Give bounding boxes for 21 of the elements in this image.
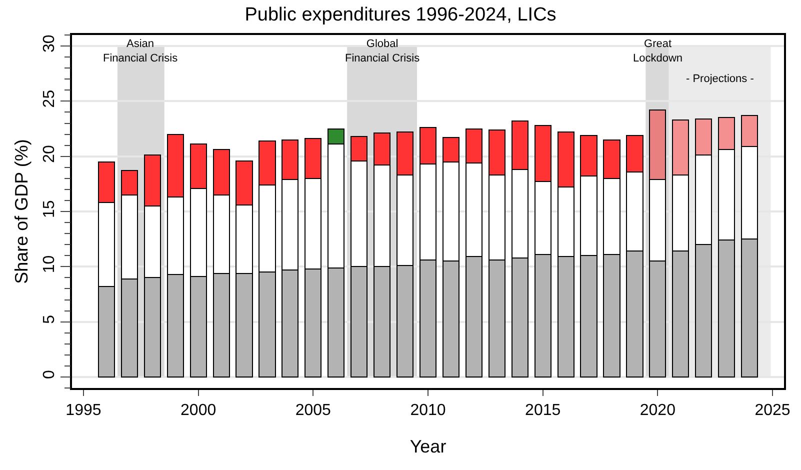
- band-label: Global Financial Crisis: [345, 38, 420, 64]
- x-tick-label: 2000: [180, 402, 216, 419]
- chart-title: Public expenditures 1996-2024, LICs: [244, 4, 556, 26]
- band-label: Asian Financial Crisis: [103, 38, 178, 64]
- x-tick-label: 2005: [295, 402, 332, 419]
- y-tick-label: 20: [40, 144, 58, 163]
- x-tick-label: 2020: [640, 402, 676, 419]
- x-axis-title: Year: [410, 436, 446, 457]
- y-tick-label: 30: [40, 34, 58, 53]
- x-tick-label: 1995: [66, 402, 102, 419]
- band-label: Great Lockdown: [633, 38, 683, 64]
- x-tick-label: 2010: [410, 402, 446, 419]
- x-tick-label: 2015: [525, 402, 561, 419]
- x-tick-label: 2025: [754, 402, 790, 419]
- y-tick-label: 0: [40, 370, 58, 380]
- y-axis-title: Share of GDP (%): [12, 139, 32, 284]
- y-tick-label: 10: [40, 255, 58, 274]
- y-tick-label: 15: [40, 200, 58, 218]
- y-tick-label: 5: [40, 314, 58, 324]
- y-tick-label: 25: [40, 90, 58, 108]
- band-label: - Projections -: [686, 73, 754, 85]
